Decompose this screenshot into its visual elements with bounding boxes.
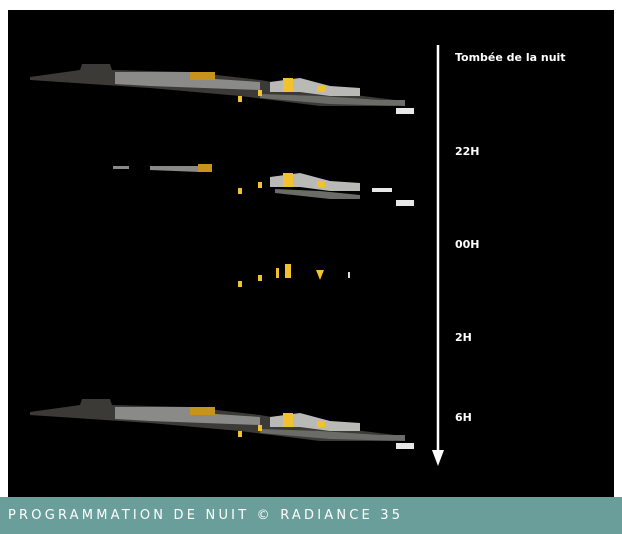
- time-label: 6H: [455, 411, 472, 424]
- building-00h: [238, 264, 350, 287]
- time-label: 00H: [455, 238, 480, 251]
- night-diagram: Tombée de la nuit 22H 00H 2H 6H: [8, 10, 614, 497]
- time-label: Tombée de la nuit: [455, 51, 566, 64]
- time-arrow: [432, 45, 444, 466]
- time-label: 2H: [455, 331, 472, 344]
- time-label: 22H: [455, 145, 480, 158]
- caption: PROGRAMMATION DE NUIT © RADIANCE 35: [0, 497, 622, 534]
